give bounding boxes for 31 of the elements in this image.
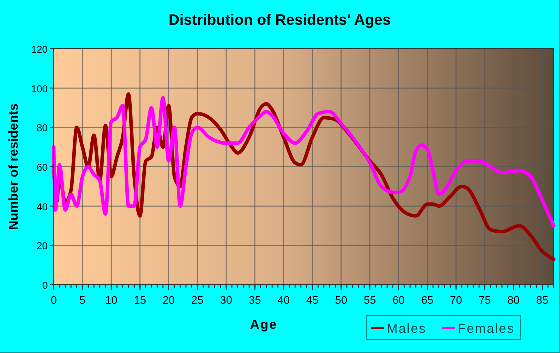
x-tick-label: 5	[80, 295, 86, 307]
legend-label: Males	[387, 321, 427, 336]
chart-title: Distribution of Residents' Ages	[168, 12, 392, 29]
x-tick-label: 45	[306, 295, 319, 307]
x-tick-label: 25	[192, 295, 204, 307]
x-axis-title: Age	[250, 317, 278, 332]
x-tick-label: 35	[249, 295, 262, 307]
x-tick-label: 10	[105, 295, 118, 307]
y-tick-label: 0	[42, 281, 48, 292]
x-tick-label: 75	[478, 295, 492, 307]
x-tick-label: 15	[134, 295, 146, 307]
x-tick-label: 30	[220, 295, 233, 307]
x-tick-label: 20	[162, 295, 176, 307]
x-tick-label: 50	[335, 295, 348, 307]
x-tick-label: 55	[364, 295, 376, 307]
x-tick-label: 0	[50, 295, 58, 307]
y-tick-label: 100	[31, 84, 48, 96]
legend-label: Females	[458, 321, 515, 336]
x-tick-label: 70	[450, 295, 462, 307]
y-tick-label: 80	[36, 124, 48, 135]
y-tick-label: 40	[36, 202, 48, 214]
x-tick-label: 80	[508, 295, 520, 307]
y-tick-label: 60	[36, 163, 48, 174]
y-tick-label: 120	[31, 45, 48, 56]
line-series	[52, 96, 556, 228]
x-tick-label: 40	[278, 295, 290, 307]
y-axis-title: Number of residents	[6, 104, 21, 230]
x-tick-label: 85	[536, 295, 549, 307]
x-tick-label: 65	[421, 295, 434, 307]
y-tick-label: 20	[36, 242, 48, 253]
x-tick-label: 60	[392, 295, 405, 307]
